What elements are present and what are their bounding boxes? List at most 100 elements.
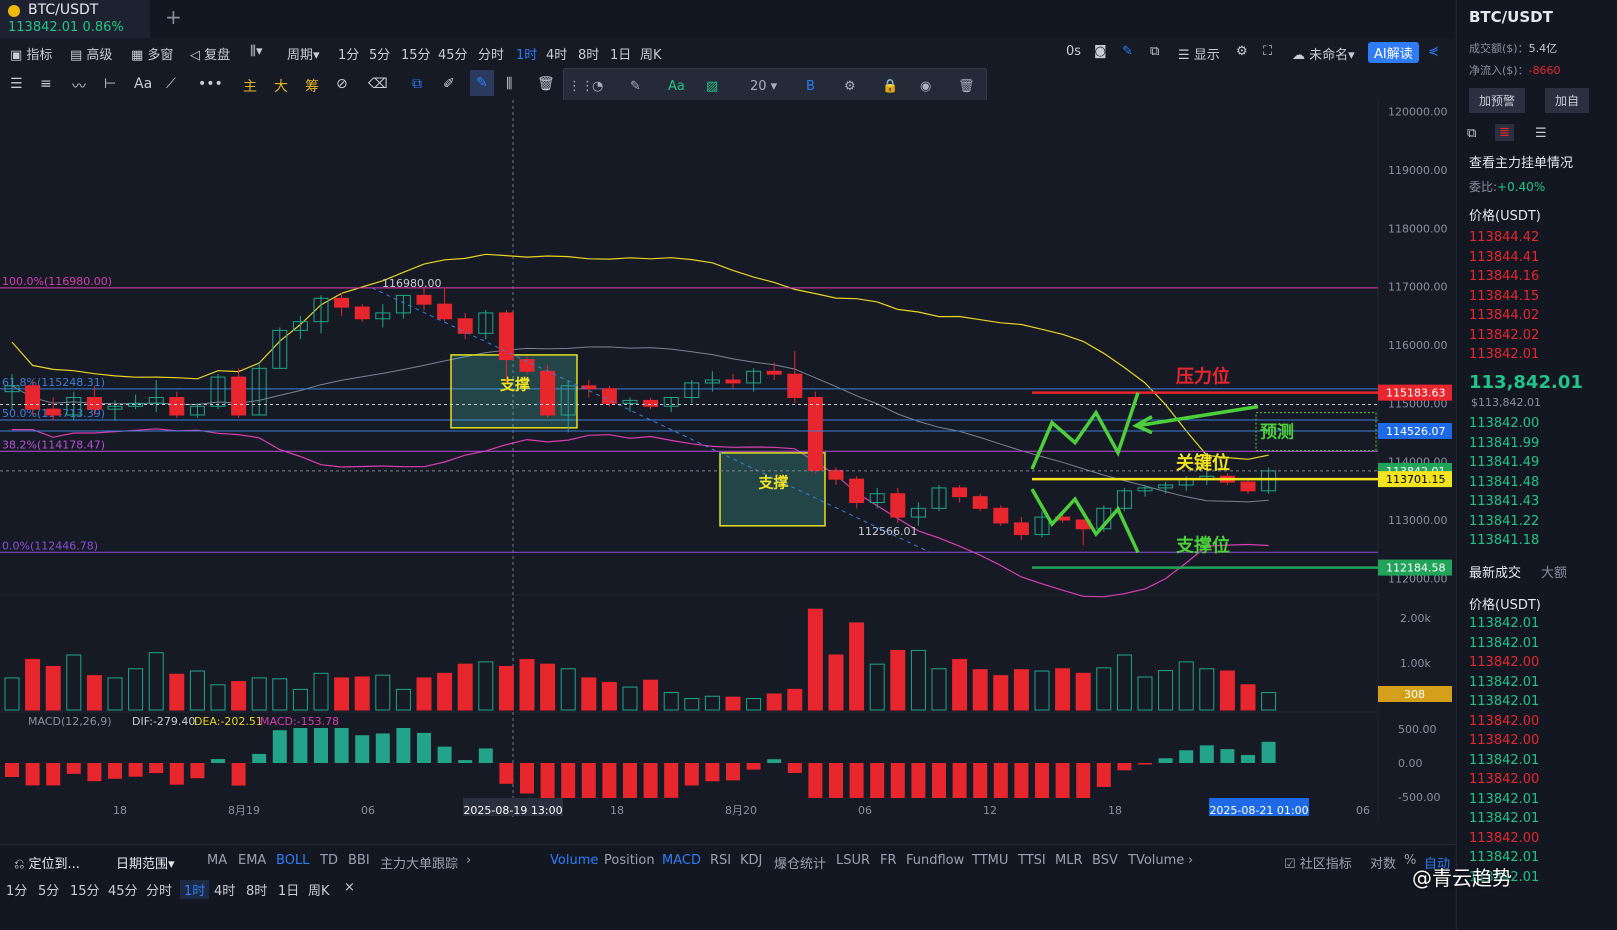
auto-toggle[interactable]: 自动 bbox=[1424, 857, 1451, 872]
interval-1d[interactable]: 1日 bbox=[610, 48, 632, 63]
layout-name[interactable]: ☁ 未命名▾ bbox=[1292, 48, 1355, 63]
sub-rsi[interactable]: RSI bbox=[710, 853, 732, 868]
percent-toggle[interactable]: % bbox=[1404, 853, 1417, 868]
sub-lsur[interactable]: LSUR bbox=[836, 853, 871, 868]
edit-icon[interactable]: ✎ bbox=[630, 79, 641, 94]
depth-mode-icon[interactable]: ≣ bbox=[1495, 124, 1514, 141]
bottom-interval-45m[interactable]: 45分 bbox=[108, 884, 138, 899]
advanced-button[interactable]: ▤ 高级 bbox=[70, 48, 113, 63]
bottom-interval-8h[interactable]: 8时 bbox=[246, 884, 268, 899]
eraser-icon[interactable]: ⌫ bbox=[368, 76, 388, 92]
display-menu[interactable]: ☰ 显示 bbox=[1178, 48, 1220, 63]
date-range-button[interactable]: 日期范围▾ bbox=[116, 857, 175, 872]
sub-ttsi[interactable]: TTSI bbox=[1018, 853, 1046, 868]
settings-icon[interactable]: ⚙ bbox=[1236, 44, 1248, 59]
add-tab-button[interactable]: + bbox=[165, 5, 182, 29]
interval-timeshare[interactable]: 分时 bbox=[478, 48, 505, 63]
hline-icon[interactable]: ⊢ bbox=[104, 76, 117, 92]
camera-icon[interactable]: ◙ bbox=[1094, 44, 1107, 59]
compare-icon[interactable]: ⫼ bbox=[506, 76, 513, 92]
sub-liquidation[interactable]: 爆仓统计 bbox=[774, 857, 827, 872]
bottom-interval-1h[interactable]: 1时 bbox=[180, 880, 210, 899]
sub-fr[interactable]: FR bbox=[880, 853, 897, 868]
price-chart[interactable]: 100.0%(116980.00)61.8%(115248.31)50.0%(1… bbox=[0, 100, 1455, 820]
bottom-interval-15m[interactable]: 15分 bbox=[70, 884, 100, 899]
trades-title[interactable]: 最新成交 bbox=[1469, 566, 1522, 581]
period-dropdown[interactable]: 周期▾ bbox=[287, 48, 320, 63]
draw-line-icon[interactable]: ✎ bbox=[470, 70, 494, 96]
goto-button[interactable]: ⎌ 定位到... bbox=[14, 857, 80, 872]
big-order-button[interactable]: 大 bbox=[274, 79, 288, 95]
lines-icon[interactable]: ≡ bbox=[40, 76, 52, 92]
ind-ma[interactable]: MA bbox=[207, 853, 228, 868]
bottom-interval-5m[interactable]: 5分 bbox=[38, 884, 60, 899]
ind-main-force[interactable]: 主力大单跟踪 bbox=[380, 857, 459, 872]
font-size-select[interactable]: 20 ▾ bbox=[750, 79, 778, 94]
indicator-button[interactable]: ▣ 指标 bbox=[10, 48, 53, 63]
list-mode-icon[interactable]: ☰ bbox=[1535, 126, 1547, 141]
chevron-right-icon[interactable]: › bbox=[466, 853, 472, 868]
ind-bbi[interactable]: BBI bbox=[348, 853, 370, 868]
fill-color-icon[interactable]: ▨ bbox=[706, 79, 719, 94]
copy-icon[interactable]: ⧉ bbox=[412, 76, 422, 92]
interval-week[interactable]: 周K bbox=[640, 48, 662, 63]
sub-ttmu[interactable]: TTMU bbox=[972, 853, 1009, 868]
pen-icon[interactable]: ✎ bbox=[1122, 44, 1133, 59]
interval-1m[interactable]: 1分 bbox=[338, 48, 360, 63]
fullscreen-icon[interactable]: ⛶ bbox=[1263, 44, 1273, 59]
chevron-right-icon[interactable]: › bbox=[1188, 853, 1194, 868]
settings-icon[interactable]: ⚙ bbox=[844, 79, 856, 94]
trades-large-tab[interactable]: 大额 bbox=[1541, 566, 1568, 581]
bottom-interval-timeshare[interactable]: 分时 bbox=[146, 884, 173, 899]
wave-icon[interactable]: 〰 bbox=[72, 79, 86, 95]
depth-title[interactable]: 查看主力挂单情况 bbox=[1469, 156, 1574, 171]
eye-icon[interactable]: ◉ bbox=[920, 79, 932, 94]
ruler-icon[interactable]: ⟋ bbox=[166, 76, 176, 92]
interval-1h[interactable]: 1时 bbox=[516, 48, 538, 63]
share-layout-icon[interactable]: ⧉ bbox=[1150, 44, 1160, 59]
chips-button[interactable]: 筹 bbox=[305, 79, 319, 95]
bottom-interval-1d[interactable]: 1日 bbox=[278, 884, 300, 899]
text-color-icon[interactable]: Aa bbox=[668, 79, 685, 94]
symbol-tab[interactable]: BTC/USDT 113842.01 0.86% bbox=[0, 0, 150, 38]
sub-bsv[interactable]: BSV bbox=[1092, 853, 1118, 868]
text-icon[interactable]: Aa bbox=[134, 76, 153, 92]
ind-ema[interactable]: EMA bbox=[238, 853, 267, 868]
candle-type-icon[interactable]: ⫼▾ bbox=[250, 44, 263, 59]
interval-15m[interactable]: 15分 bbox=[401, 48, 431, 63]
bold-button[interactable]: B bbox=[806, 79, 815, 94]
close-icon[interactable]: × bbox=[344, 880, 355, 895]
template-icon[interactable]: ◔ bbox=[592, 79, 604, 94]
bottom-interval-week[interactable]: 周K bbox=[308, 884, 330, 899]
brush-icon[interactable]: ✐ bbox=[443, 76, 455, 92]
sub-fundflow[interactable]: Fundflow bbox=[906, 853, 965, 868]
ind-boll[interactable]: BOLL bbox=[276, 853, 310, 868]
menu-icon[interactable]: ☰ bbox=[10, 76, 23, 92]
magnet-icon[interactable]: ⊘ bbox=[336, 76, 348, 92]
community-indicators[interactable]: ☑ 社区指标 bbox=[1284, 857, 1352, 872]
bottom-interval-1m[interactable]: 1分 bbox=[6, 884, 28, 899]
share-icon[interactable]: ⋞ bbox=[1428, 44, 1439, 59]
add-watch-button[interactable]: 加自 bbox=[1545, 88, 1590, 113]
interval-8h[interactable]: 8时 bbox=[578, 48, 600, 63]
drag-handle-icon[interactable]: ⋮⋮ bbox=[568, 79, 594, 94]
lock-icon[interactable]: 🔒 bbox=[882, 79, 899, 94]
interval-4h[interactable]: 4时 bbox=[546, 48, 568, 63]
bottom-interval-4h[interactable]: 4时 bbox=[214, 884, 236, 899]
sub-mlr[interactable]: MLR bbox=[1055, 853, 1083, 868]
interval-5m[interactable]: 5分 bbox=[369, 48, 391, 63]
sub-position[interactable]: Position bbox=[604, 853, 655, 868]
main-force-button[interactable]: 主 bbox=[243, 79, 257, 95]
depth-view-icon[interactable]: ⧉ bbox=[1467, 126, 1477, 141]
ai-interpret-button[interactable]: AI解读 bbox=[1368, 42, 1419, 63]
sub-volume[interactable]: Volume bbox=[550, 853, 599, 868]
sub-macd[interactable]: MACD bbox=[662, 853, 701, 868]
chart-area[interactable]: 100.0%(116980.00)61.8%(115248.31)50.0%(1… bbox=[0, 100, 1455, 820]
sub-kdj[interactable]: KDJ bbox=[740, 853, 763, 868]
trash-icon[interactable]: 🗑 bbox=[537, 76, 555, 92]
delete-icon[interactable]: 🗑 bbox=[958, 79, 975, 94]
interval-45m[interactable]: 45分 bbox=[438, 48, 468, 63]
multi-window-button[interactable]: ▦ 多窗 bbox=[131, 48, 174, 63]
more-icon[interactable]: ••• bbox=[198, 76, 223, 92]
ind-td[interactable]: TD bbox=[320, 853, 338, 868]
